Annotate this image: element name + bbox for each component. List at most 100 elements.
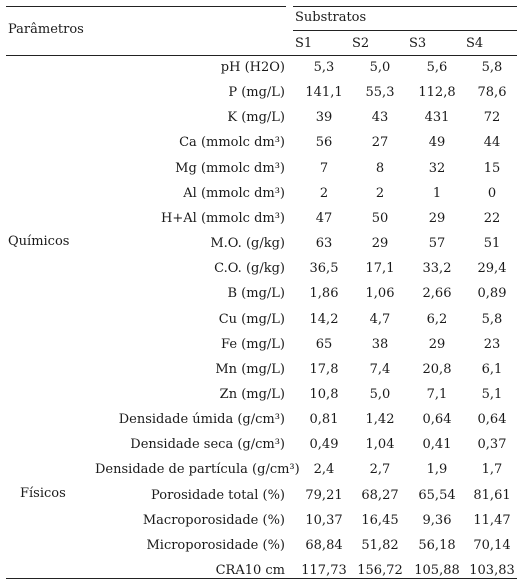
table-bottom-rule bbox=[6, 578, 517, 579]
row-value-s3: 431 bbox=[424, 110, 450, 125]
row-param-label: Densidade úmida (g/cm³) bbox=[118, 412, 285, 427]
row-param-label: Cu (mg/L) bbox=[218, 312, 285, 327]
row-value-s3: 0,64 bbox=[422, 412, 452, 427]
row-value-s1: 17,8 bbox=[309, 362, 339, 377]
row-value-s4: 22 bbox=[483, 211, 501, 226]
row-value-s2: 43 bbox=[371, 110, 389, 125]
row-param-label: P (mg/L) bbox=[228, 85, 285, 100]
column-header-s3: S3 bbox=[409, 36, 427, 51]
row-value-s2: 1,42 bbox=[365, 412, 395, 427]
row-value-s1: 0,49 bbox=[309, 437, 339, 452]
group-label-fisicos: Físicos bbox=[20, 486, 66, 501]
row-value-s3: 32 bbox=[428, 161, 446, 176]
row-param-label: Mg (mmolc dm³) bbox=[175, 161, 285, 176]
row-value-s1: 10,37 bbox=[305, 513, 343, 528]
row-value-s2: 55,3 bbox=[365, 85, 395, 100]
row-value-s2: 51,82 bbox=[361, 538, 399, 553]
row-param-label: C.O. (g/kg) bbox=[214, 261, 285, 276]
row-value-s2: 27 bbox=[371, 135, 389, 150]
row-value-s2: 16,45 bbox=[361, 513, 399, 528]
row-value-s1: 56 bbox=[315, 135, 333, 150]
row-value-s2: 5,0 bbox=[369, 387, 391, 402]
row-value-s4: 5,8 bbox=[481, 60, 503, 75]
row-value-s1: 14,2 bbox=[309, 312, 339, 327]
row-value-s3: 105,88 bbox=[414, 563, 460, 578]
row-value-s3: 65,54 bbox=[418, 488, 456, 503]
row-param-label: Zn (mg/L) bbox=[219, 387, 285, 402]
row-value-s3: 1,9 bbox=[426, 462, 448, 477]
row-value-s1: 79,21 bbox=[305, 488, 343, 503]
row-value-s1: 0,81 bbox=[309, 412, 339, 427]
row-value-s4: 15 bbox=[483, 161, 501, 176]
row-param-label: Al (mmolc dm³) bbox=[183, 186, 285, 201]
row-param-label: Densidade seca (g/cm³) bbox=[130, 437, 285, 452]
row-value-s3: 29 bbox=[428, 211, 446, 226]
row-value-s3: 57 bbox=[428, 236, 446, 251]
row-value-s3: 49 bbox=[428, 135, 446, 150]
top-rule-right bbox=[293, 6, 517, 7]
row-value-s2: 68,27 bbox=[361, 488, 399, 503]
row-value-s2: 156,72 bbox=[357, 563, 403, 578]
row-value-s4: 103,83 bbox=[469, 563, 515, 578]
row-param-label: B (mg/L) bbox=[227, 286, 286, 301]
row-param-label: Mn (mg/L) bbox=[215, 362, 285, 377]
row-value-s3: 29 bbox=[428, 337, 446, 352]
row-value-s3: 9,36 bbox=[422, 513, 452, 528]
row-value-s3: 33,2 bbox=[422, 261, 452, 276]
row-value-s1: 65 bbox=[315, 337, 333, 352]
row-value-s3: 2,66 bbox=[422, 286, 452, 301]
row-value-s1: 141,1 bbox=[305, 85, 343, 100]
row-value-s2: 2,7 bbox=[369, 462, 391, 477]
row-param-label: M.O. (g/kg) bbox=[210, 236, 285, 251]
row-param-label: CRA10 cm bbox=[215, 563, 285, 578]
row-param-label: Ca (mmolc dm³) bbox=[179, 135, 285, 150]
row-value-s3: 6,2 bbox=[426, 312, 448, 327]
row-value-s1: 2,4 bbox=[313, 462, 335, 477]
row-value-s2: 38 bbox=[371, 337, 389, 352]
row-value-s2: 7,4 bbox=[369, 362, 391, 377]
row-value-s1: 47 bbox=[315, 211, 333, 226]
row-value-s3: 112,8 bbox=[418, 85, 456, 100]
row-value-s2: 1,04 bbox=[365, 437, 395, 452]
row-param-label: Macroporosidade (%) bbox=[142, 513, 285, 528]
row-value-s2: 8 bbox=[375, 161, 385, 176]
row-value-s4: 0 bbox=[487, 186, 497, 201]
top-rule-left bbox=[6, 6, 286, 7]
row-value-s1: 7 bbox=[319, 161, 329, 176]
row-param-label: Fe (mg/L) bbox=[221, 337, 285, 352]
row-value-s4: 0,64 bbox=[477, 412, 507, 427]
row-value-s3: 0,41 bbox=[422, 437, 452, 452]
row-value-s3: 1 bbox=[432, 186, 442, 201]
row-value-s1: 2 bbox=[319, 186, 329, 201]
row-value-s4: 72 bbox=[483, 110, 501, 125]
row-value-s4: 70,14 bbox=[473, 538, 511, 553]
row-value-s2: 5,0 bbox=[369, 60, 391, 75]
row-value-s3: 5,6 bbox=[426, 60, 448, 75]
row-param-label: Microporosidade (%) bbox=[146, 538, 285, 553]
header-bottom-rule bbox=[6, 55, 517, 56]
row-value-s1: 36,5 bbox=[309, 261, 339, 276]
row-value-s2: 2 bbox=[375, 186, 385, 201]
group-label-quimicos: Químicos bbox=[8, 234, 70, 249]
row-value-s1: 63 bbox=[315, 236, 333, 251]
row-value-s1: 39 bbox=[315, 110, 333, 125]
row-value-s3: 20,8 bbox=[422, 362, 452, 377]
row-value-s4: 1,7 bbox=[481, 462, 503, 477]
row-param-label: H+Al (mmolc dm³) bbox=[161, 211, 285, 226]
column-header-s4: S4 bbox=[466, 36, 484, 51]
row-value-s3: 56,18 bbox=[418, 538, 456, 553]
row-value-s2: 4,7 bbox=[369, 312, 391, 327]
row-value-s4: 5,1 bbox=[481, 387, 503, 402]
row-value-s4: 29,4 bbox=[477, 261, 507, 276]
parametros-header: Parâmetros bbox=[8, 22, 84, 37]
row-param-label: Densidade de partícula (g/cm³) bbox=[95, 462, 300, 477]
row-value-s4: 6,1 bbox=[481, 362, 503, 377]
row-value-s1: 1,86 bbox=[309, 286, 339, 301]
row-param-label: K (mg/L) bbox=[227, 110, 285, 125]
row-value-s2: 17,1 bbox=[365, 261, 395, 276]
row-value-s1: 68,84 bbox=[305, 538, 343, 553]
substratos-header: Substratos bbox=[295, 10, 367, 25]
substratos-rule bbox=[293, 30, 517, 31]
column-header-s1: S1 bbox=[295, 36, 313, 51]
